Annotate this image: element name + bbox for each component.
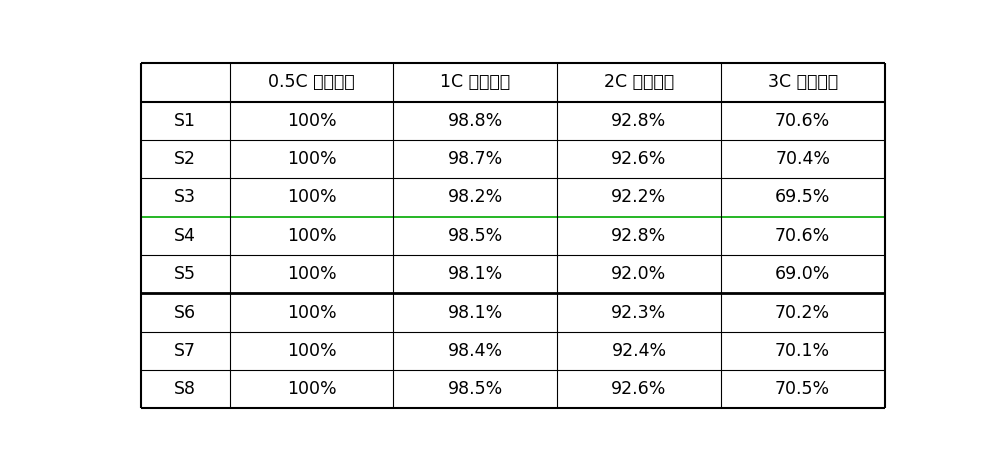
Text: 100%: 100% — [287, 304, 336, 322]
Text: 70.5%: 70.5% — [775, 380, 830, 398]
Text: 100%: 100% — [287, 227, 336, 245]
Text: 70.6%: 70.6% — [775, 227, 830, 245]
Text: 0.5C 放电比例: 0.5C 放电比例 — [268, 73, 355, 92]
Text: S2: S2 — [174, 150, 196, 168]
Text: 92.6%: 92.6% — [611, 150, 667, 168]
Text: 98.2%: 98.2% — [448, 189, 503, 206]
Text: 70.2%: 70.2% — [775, 304, 830, 322]
Text: S8: S8 — [174, 380, 196, 398]
Text: S6: S6 — [174, 304, 196, 322]
Text: 100%: 100% — [287, 112, 336, 130]
Text: 2C 放电比例: 2C 放电比例 — [604, 73, 674, 92]
Text: 100%: 100% — [287, 342, 336, 360]
Text: 98.7%: 98.7% — [448, 150, 503, 168]
Text: S7: S7 — [174, 342, 196, 360]
Text: 92.8%: 92.8% — [611, 227, 667, 245]
Text: 70.4%: 70.4% — [775, 150, 830, 168]
Text: S5: S5 — [174, 265, 196, 283]
Text: 92.4%: 92.4% — [611, 342, 667, 360]
Text: 98.5%: 98.5% — [448, 380, 503, 398]
Text: S1: S1 — [174, 112, 196, 130]
Text: 92.2%: 92.2% — [611, 189, 667, 206]
Text: 98.8%: 98.8% — [448, 112, 503, 130]
Text: 98.5%: 98.5% — [448, 227, 503, 245]
Text: 100%: 100% — [287, 265, 336, 283]
Text: 92.8%: 92.8% — [611, 112, 667, 130]
Text: 98.4%: 98.4% — [448, 342, 503, 360]
Text: 98.1%: 98.1% — [448, 304, 503, 322]
Text: 69.5%: 69.5% — [775, 189, 830, 206]
Text: 3C 放电比例: 3C 放电比例 — [768, 73, 838, 92]
Text: 92.0%: 92.0% — [611, 265, 667, 283]
Text: S4: S4 — [174, 227, 196, 245]
Text: 70.6%: 70.6% — [775, 112, 830, 130]
Text: 70.1%: 70.1% — [775, 342, 830, 360]
Text: 98.1%: 98.1% — [448, 265, 503, 283]
Text: S3: S3 — [174, 189, 196, 206]
Text: 1C 放电比例: 1C 放电比例 — [440, 73, 510, 92]
Text: 100%: 100% — [287, 189, 336, 206]
Text: 69.0%: 69.0% — [775, 265, 830, 283]
Text: 100%: 100% — [287, 150, 336, 168]
Text: 92.6%: 92.6% — [611, 380, 667, 398]
Text: 100%: 100% — [287, 380, 336, 398]
Text: 92.3%: 92.3% — [611, 304, 667, 322]
